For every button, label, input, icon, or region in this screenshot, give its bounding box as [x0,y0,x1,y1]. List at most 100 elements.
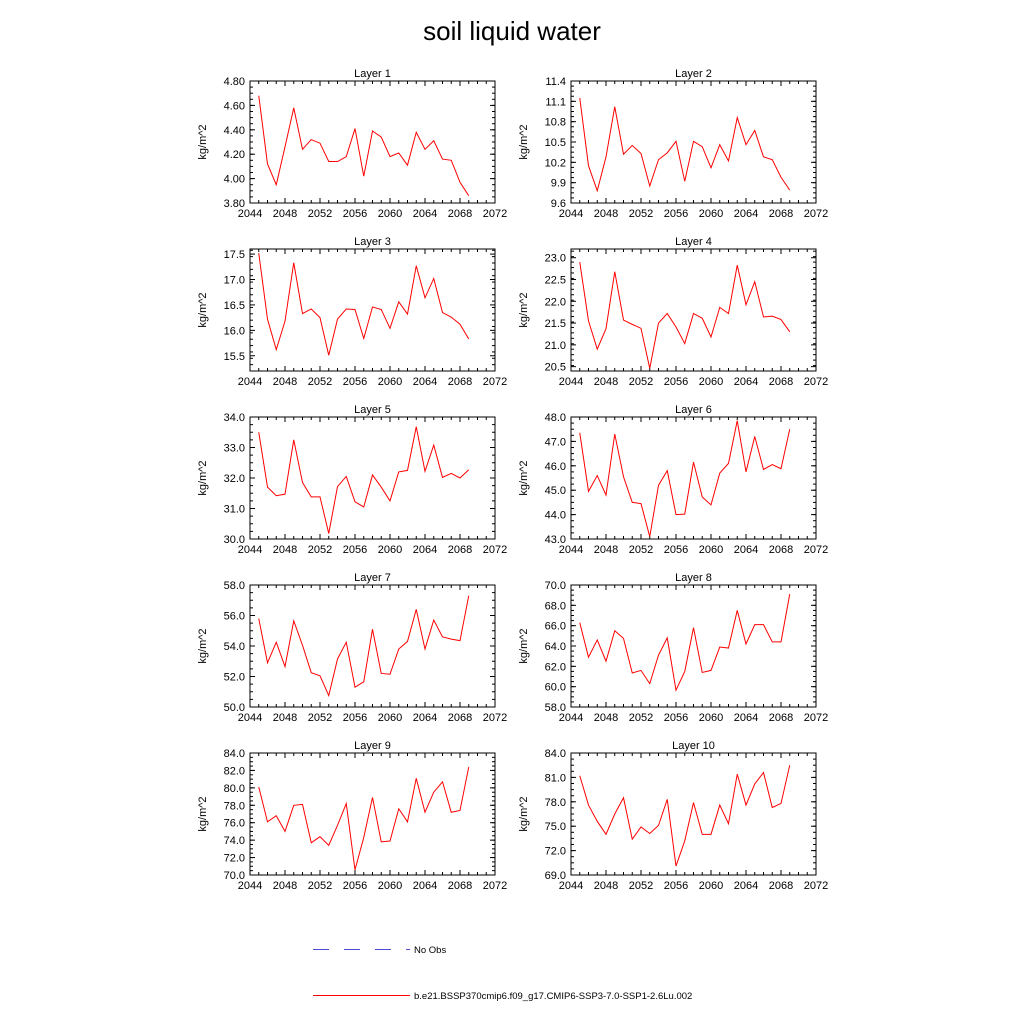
x-tick-label: 2060 [699,376,723,388]
y-tick-label: 30.0 [224,534,245,546]
series-line [258,426,470,534]
y-tick-label: 10.5 [545,137,566,149]
x-tick-label: 2064 [413,376,437,388]
y-tick-label: 76.0 [224,818,245,830]
panel-title: Layer 8 [675,572,712,584]
x-tick-label: 2064 [734,208,758,220]
plot-frame [249,752,496,876]
panel-title: Layer 2 [675,68,712,80]
x-tick-label: 2056 [664,208,688,220]
series-line [579,765,791,867]
y-tick-label: 22.5 [545,275,566,287]
x-tick-label: 2044 [238,544,262,556]
y-tick-label: 58.0 [224,580,245,592]
y-tick-label: 54.0 [224,641,245,653]
x-tick-label: 2048 [273,712,297,724]
y-tick-label: 74.0 [224,835,245,847]
x-tick-label: 2068 [769,208,793,220]
y-tick-label: 21.5 [545,318,566,330]
y-tick-label: 11.4 [545,76,566,88]
series-line [579,420,791,537]
x-tick-label: 2044 [238,376,262,388]
legend-model-label: b.e21.BSSP370cmip6.f09_g17.CMIP6-SSP3-7.… [414,991,692,1002]
x-tick-label: 2068 [448,208,472,220]
x-tick-label: 2044 [559,880,583,892]
y-tick-label: 75.0 [545,821,566,833]
plot-frame [570,584,817,708]
y-tick-label: 11.1 [545,96,566,108]
panel-title: Layer 3 [354,236,391,248]
y-tick-label: 72.0 [224,853,245,865]
x-tick-label: 2052 [308,880,332,892]
y-tick-label: 4.40 [224,125,245,137]
x-tick-label: 2048 [273,880,297,892]
x-tick-label: 2048 [594,544,618,556]
legend: No Obs b.e21.BSSP370cmip6.f09_g17.CMIP6-… [313,945,692,1002]
x-tick-label: 2064 [734,376,758,388]
x-tick-label: 2048 [273,544,297,556]
x-tick-label: 2060 [699,544,723,556]
x-tick-label: 2048 [273,376,297,388]
panel-title: Layer 10 [672,740,715,752]
x-tick-label: 2048 [594,376,618,388]
x-tick-label: 2072 [804,544,828,556]
panel-layer-9: Layer 9 kg/m^2 2044 2048 2052 2056 2060 2064 206… [197,740,507,892]
x-tick-label: 2060 [378,376,402,388]
y-axis-label: kg/m^2 [518,124,530,159]
panel-layer-5: Layer 5 kg/m^2 2044 2048 2052 2056 2060 2064 206… [197,404,507,556]
y-tick-label: 70.0 [545,580,566,592]
plot-frame [570,416,817,540]
x-tick-label: 2052 [629,376,653,388]
panel-title: Layer 9 [354,740,391,752]
panel-layer-7: Layer 7 kg/m^2 2044 2048 2052 2056 2060 2064 206… [197,572,507,724]
y-tick-label: 66.0 [545,621,566,633]
x-tick-label: 2060 [378,880,402,892]
x-tick-label: 2068 [769,712,793,724]
x-tick-label: 2072 [804,208,828,220]
y-tick-label: 72.0 [545,846,566,858]
y-tick-label: 15.5 [224,351,245,363]
x-tick-label: 2068 [448,544,472,556]
x-tick-label: 2052 [308,208,332,220]
x-tick-label: 2056 [343,880,367,892]
series-line [258,595,470,698]
y-axis-label: kg/m^2 [518,796,530,831]
y-tick-label: 20.5 [545,362,566,374]
x-tick-label: 2052 [308,712,332,724]
y-tick-label: 4.80 [224,76,245,88]
plot-frame [249,416,496,540]
y-axis-label: kg/m^2 [197,460,209,495]
y-tick-label: 33.0 [224,443,245,455]
y-tick-label: 4.00 [224,174,245,186]
y-tick-label: 82.0 [224,765,245,777]
x-tick-label: 2072 [483,376,507,388]
x-tick-label: 2072 [804,712,828,724]
panel-layer-2: Layer 2 kg/m^2 2044 2048 2052 2056 2060 2064 206… [518,68,828,220]
y-tick-label: 17.5 [224,249,245,261]
y-tick-label: 69.0 [545,870,566,882]
x-tick-label: 2052 [629,544,653,556]
panel-layer-3: Layer 3 kg/m^2 2044 2048 2052 2056 2060 2064 206… [197,236,507,388]
x-tick-label: 2064 [734,880,758,892]
y-tick-label: 81.0 [545,772,566,784]
y-tick-label: 78.0 [224,800,245,812]
x-tick-label: 2044 [559,544,583,556]
panel-title: Layer 5 [354,404,391,416]
y-tick-label: 56.0 [224,611,245,623]
series-line [579,594,791,692]
panel-layer-4: Layer 4 kg/m^2 2044 2048 2052 2056 2060 2064 206… [518,236,828,388]
x-tick-label: 2064 [734,544,758,556]
series-line [579,261,791,369]
x-tick-label: 2048 [594,208,618,220]
x-tick-label: 2044 [238,880,262,892]
x-tick-label: 2056 [343,208,367,220]
panel-title: Layer 6 [675,404,712,416]
x-tick-label: 2056 [343,544,367,556]
y-tick-label: 62.0 [545,661,566,673]
x-tick-label: 2072 [804,880,828,892]
x-tick-label: 2052 [629,208,653,220]
x-tick-label: 2048 [273,208,297,220]
y-tick-label: 48.0 [545,412,566,424]
x-tick-label: 2060 [699,712,723,724]
y-tick-label: 16.5 [224,300,245,312]
